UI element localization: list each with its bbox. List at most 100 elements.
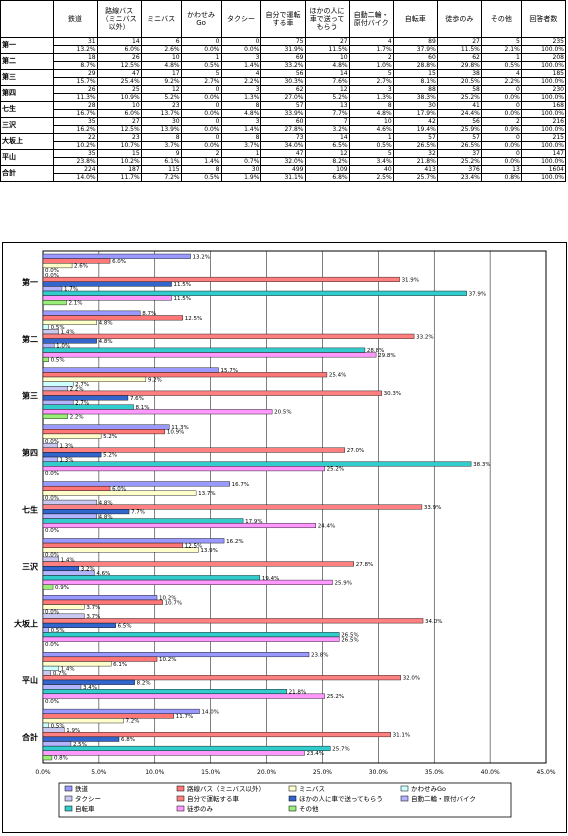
count-cell: 42 <box>393 118 437 126</box>
data-label: 31.1% <box>393 733 410 739</box>
percent-cell: 10.2% <box>53 142 97 150</box>
count-cell: 15 <box>393 70 437 78</box>
count-cell: 60 <box>393 54 437 62</box>
data-label: 13.9% <box>200 548 217 554</box>
count-cell: 4 <box>349 38 393 46</box>
percent-cell: 9.2% <box>141 78 181 86</box>
data-label: 0.0% <box>45 699 59 705</box>
percent-cell: 0.5% <box>349 142 393 150</box>
bar <box>43 254 191 259</box>
percent-cell: 10.7% <box>97 142 141 150</box>
percent-cell: 11.7% <box>97 174 141 182</box>
bar <box>43 714 174 719</box>
percent-cell: 0.9% <box>481 126 521 134</box>
bar <box>43 396 128 401</box>
percent-cell: 100.0% <box>521 174 565 182</box>
count-cell: 0 <box>181 118 221 126</box>
count-cell: 0 <box>181 86 221 94</box>
column-header: タクシー <box>221 1 261 38</box>
percent-cell: 4.8% <box>349 110 393 118</box>
column-header: 自分で運転する車 <box>261 1 305 38</box>
bar <box>43 595 157 600</box>
count-cell: 2 <box>181 150 221 158</box>
data-label: 33.2% <box>416 334 433 340</box>
count-cell: 75 <box>261 38 305 46</box>
legend-label: タクシー <box>75 794 101 803</box>
percent-cell: 1.7% <box>349 46 393 54</box>
column-header: 回答者数 <box>521 1 565 38</box>
percent-cell: 10.2% <box>97 158 141 166</box>
percent-cell: 2.6% <box>141 46 181 54</box>
bar <box>43 737 119 742</box>
count-cell: 88 <box>393 86 437 94</box>
bar <box>43 519 243 524</box>
category-label: 七生 <box>22 505 38 515</box>
percent-cell: 38.3% <box>393 94 437 102</box>
bar <box>43 311 140 316</box>
bar <box>43 571 94 576</box>
data-label: 24.4% <box>318 524 335 530</box>
count-cell: 57 <box>261 102 305 110</box>
category-label: 第四 <box>22 448 38 458</box>
percent-cell: 0.0% <box>481 110 521 118</box>
bar <box>43 585 53 590</box>
category-label: 三沢 <box>22 561 39 571</box>
count-cell: 15 <box>97 150 141 158</box>
count-cell: 147 <box>521 150 565 158</box>
percent-cell: 20.5% <box>437 78 481 86</box>
percent-cell: 0.0% <box>481 142 521 150</box>
bar <box>43 334 414 339</box>
bar <box>43 694 325 699</box>
percent-cell: 28.8% <box>393 62 437 70</box>
data-label: 0.0% <box>45 528 59 534</box>
data-label: 23.4% <box>307 751 324 757</box>
bar <box>43 600 163 605</box>
bar <box>43 429 165 434</box>
data-label: 7.2% <box>125 719 139 725</box>
count-cell: 30 <box>393 102 437 110</box>
bar <box>43 689 287 694</box>
percent-cell: 2.2% <box>481 78 521 86</box>
bar <box>43 575 260 580</box>
percent-cell: 27.8% <box>261 126 305 134</box>
count-cell: 23 <box>97 134 141 142</box>
percent-cell: 13.2% <box>53 46 97 54</box>
count-cell: 1 <box>181 54 221 62</box>
percent-cell: 12.5% <box>97 62 141 70</box>
count-cell: 215 <box>521 134 565 142</box>
percent-cell: 2.7% <box>349 78 393 86</box>
bar <box>43 448 345 453</box>
bar <box>43 605 84 610</box>
percent-cell: 13.7% <box>141 110 181 118</box>
count-cell: 13 <box>305 102 349 110</box>
count-cell: 25 <box>97 86 141 94</box>
bar <box>43 414 68 419</box>
count-cell: 12 <box>141 86 181 94</box>
count-cell: 13 <box>481 166 521 174</box>
legend-swatch <box>401 796 408 801</box>
percent-cell: 23.8% <box>53 158 97 166</box>
data-label: 25.2% <box>327 467 344 473</box>
row-label: 第一 <box>1 38 54 54</box>
percent-cell: 100.0% <box>521 46 565 54</box>
bar <box>43 386 68 391</box>
data-label: 6.1% <box>113 662 127 668</box>
data-label: 12.5% <box>185 316 202 322</box>
bar <box>43 405 134 410</box>
count-cell: 29 <box>53 70 97 78</box>
data-label: 38.3% <box>473 462 490 468</box>
bar <box>43 523 316 528</box>
count-cell: 0 <box>181 38 221 46</box>
legend-swatch <box>65 796 72 801</box>
percent-cell: 100.0% <box>521 78 565 86</box>
bar <box>43 452 101 457</box>
data-label: 34.0% <box>425 619 442 625</box>
bar <box>43 505 422 510</box>
bar <box>43 409 272 414</box>
data-label: 27.0% <box>347 448 364 454</box>
percent-cell: 7.6% <box>305 78 349 86</box>
legend-label: 徒歩のみ <box>187 804 214 813</box>
bar <box>43 316 183 321</box>
